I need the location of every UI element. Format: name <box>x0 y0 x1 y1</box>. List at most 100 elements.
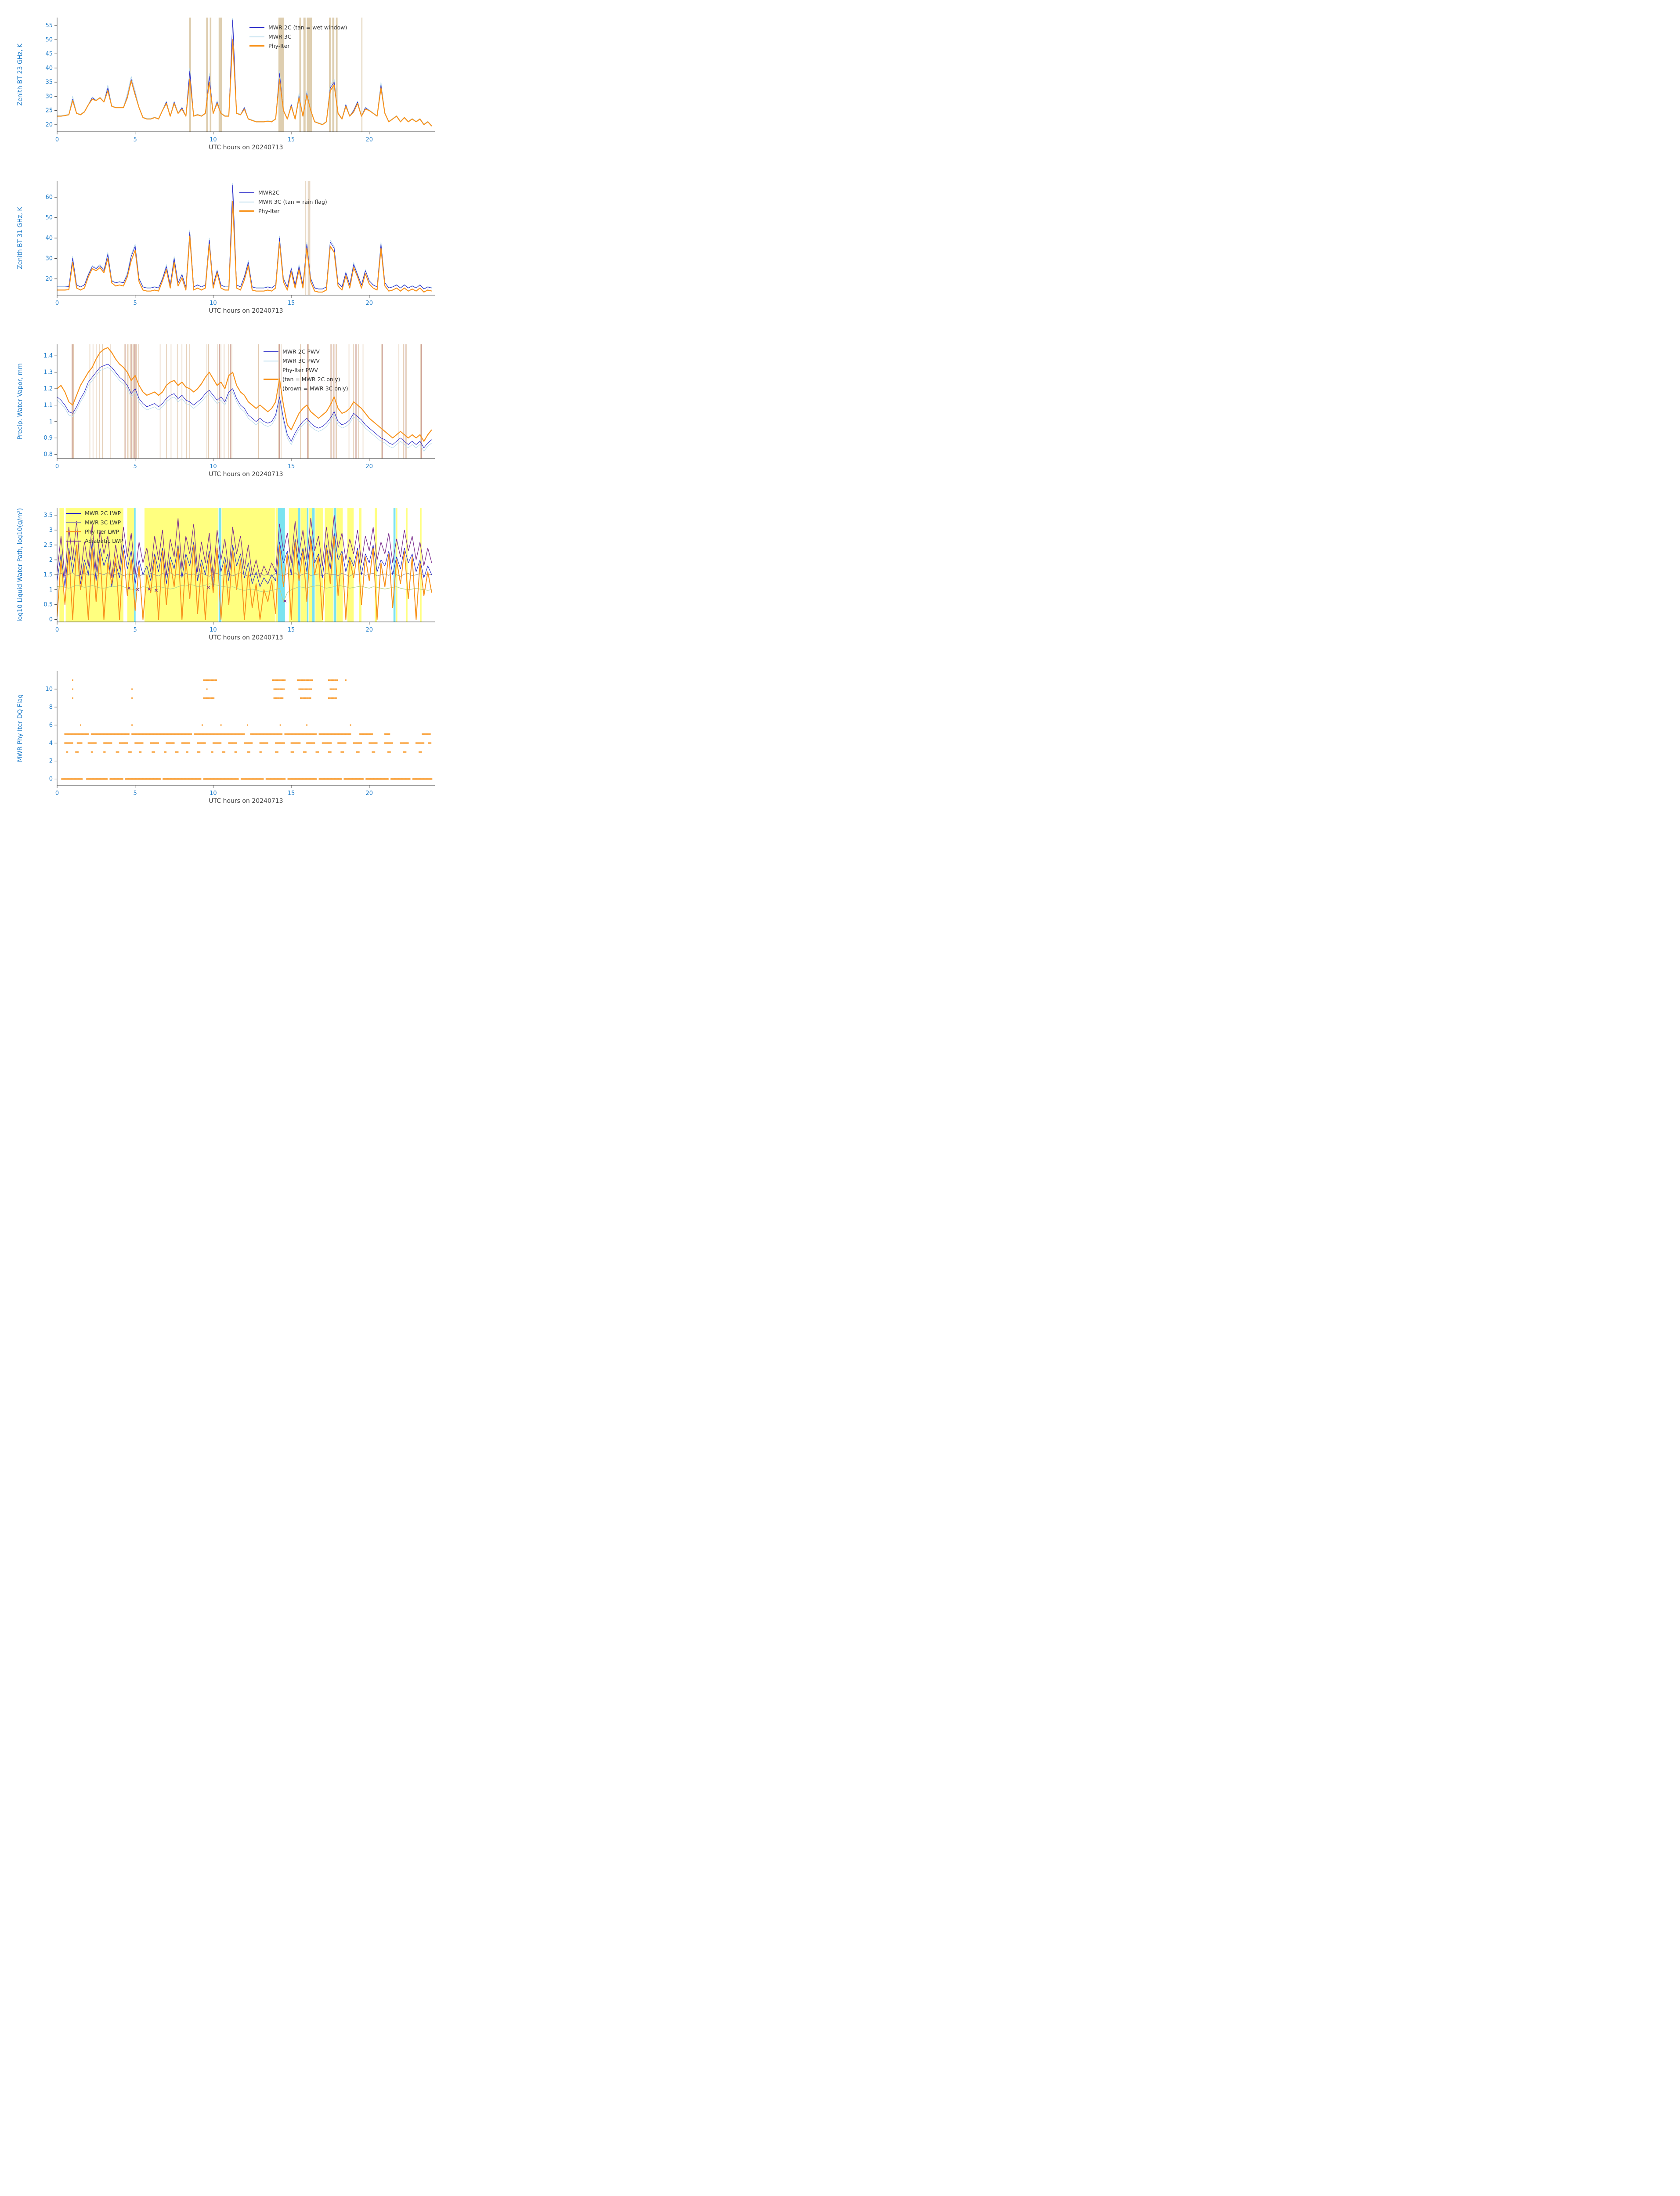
svg-text:10: 10 <box>210 790 217 797</box>
series-phy-iter-lwp <box>57 535 432 620</box>
flag-row-9 <box>72 697 337 699</box>
legend-label: Adiabatic LWP <box>85 538 123 544</box>
y-axis-label-pwv: Precip. Water Vapor, mm <box>17 363 24 440</box>
flag-row-5 <box>64 733 431 735</box>
svg-text:10: 10 <box>210 627 217 633</box>
svg-text:0: 0 <box>55 300 59 307</box>
legend: MWR 2C (tan = wet window) MWR 3C Phy-Iter <box>249 23 347 51</box>
legend-line-swatch <box>239 210 254 212</box>
mwr3c-only-brown-lines <box>72 344 422 459</box>
series-phy-iter-pwv <box>57 347 432 442</box>
series-green-trace <box>57 583 432 602</box>
y-axis-label-lwp: log10 Liquid Water Path, log10(g/m²) <box>17 508 24 622</box>
legend-entry: MWR 3C LWP <box>66 518 123 527</box>
panel-pwv: 0.8 0.9 1 1.1 1.2 1.3 1.4 0 5 10 15 20 Precip. Wate… <box>0 338 560 502</box>
svg-text:1.5: 1.5 <box>43 572 53 578</box>
svg-text:0: 0 <box>49 617 53 623</box>
svg-text:1: 1 <box>49 419 53 425</box>
svg-text:15: 15 <box>288 300 295 307</box>
svg-text:45: 45 <box>45 51 53 58</box>
tick-labels: 20 25 30 35 40 45 50 55 0 5 10 15 20 <box>45 22 373 143</box>
svg-text:20: 20 <box>365 463 373 470</box>
svg-text:6: 6 <box>49 722 53 729</box>
svg-text:4: 4 <box>49 740 53 747</box>
series-adiabatic-lwp <box>57 515 432 578</box>
x-marker <box>283 599 287 603</box>
lwp-plot: 0 0.5 1 1.5 2 2.5 3 3.5 0 5 10 15 20 <box>43 508 435 633</box>
svg-text:20: 20 <box>365 300 373 307</box>
x-marker <box>155 589 158 592</box>
legend-entry: MWR 3C (tan = rain flag) <box>239 197 327 206</box>
legend-label: Phy-Iter PWV <box>282 367 318 373</box>
flag-row-4 <box>64 742 432 744</box>
svg-text:10: 10 <box>210 463 217 470</box>
legend-line-swatch <box>264 379 278 380</box>
flag-row-3 <box>65 751 422 753</box>
legend-label: MWR2C <box>258 189 280 196</box>
panel-dq-flag: 0 2 4 6 8 10 0 5 10 15 20 MWR Phy Iter DQ Flag UTC… <box>0 665 560 828</box>
y-axis-label-bt23: Zenith BT 23 GHz, K <box>17 43 24 106</box>
series-mwr-2c <box>57 184 432 289</box>
legend-label: Phy-Iter <box>258 208 280 214</box>
series-mwr-3c-pwv <box>57 367 432 451</box>
svg-text:0: 0 <box>55 790 59 797</box>
legend-entry: (tan = MWR 2C only) <box>264 375 348 384</box>
svg-text:3: 3 <box>49 527 53 534</box>
svg-text:20: 20 <box>45 122 53 128</box>
svg-text:2: 2 <box>49 758 53 765</box>
legend-line-swatch <box>264 351 278 352</box>
svg-text:0.9: 0.9 <box>43 435 53 441</box>
svg-text:35: 35 <box>45 79 53 86</box>
legend: MWR 2C PWV MWR 3C PWV Phy-Iter PWV (tan = M… <box>264 347 348 393</box>
legend-entry: (brown = MWR 3C only) <box>264 384 348 393</box>
series-mwr-2c-pwv <box>57 364 432 448</box>
flag-row-6 <box>79 724 351 726</box>
x-axis-label: UTC hours on 20240713 <box>209 798 283 805</box>
axes <box>57 344 435 459</box>
legend: MWR2C MWR 3C (tan = rain flag) Phy-Iter <box>239 188 327 216</box>
axes <box>57 671 435 786</box>
tick-labels: 0 2 4 6 8 10 0 5 10 15 20 <box>45 686 373 797</box>
legend-label: MWR 3C PWV <box>282 358 320 364</box>
svg-text:15: 15 <box>288 137 295 143</box>
svg-text:15: 15 <box>288 463 295 470</box>
series-mwr-2c-lwp <box>57 533 432 587</box>
svg-text:25: 25 <box>45 108 53 114</box>
svg-text:5: 5 <box>134 137 137 143</box>
svg-text:20: 20 <box>365 137 373 143</box>
x-marker <box>136 588 139 592</box>
svg-text:0: 0 <box>49 776 53 783</box>
tick-labels: 0.8 0.9 1 1.1 1.2 1.3 1.4 0 5 10 15 20 <box>43 353 373 470</box>
legend-line-swatch <box>249 36 264 37</box>
svg-text:10: 10 <box>210 137 217 143</box>
legend-entry: Phy-Iter <box>239 206 327 216</box>
svg-text:15: 15 <box>288 790 295 797</box>
tick-labels: 20 30 40 50 60 0 5 10 15 20 <box>45 194 373 307</box>
svg-text:30: 30 <box>45 93 53 100</box>
svg-text:60: 60 <box>45 194 53 201</box>
series-phy-iter <box>57 201 432 293</box>
legend-entry: MWR 3C <box>249 32 347 41</box>
legend-line-swatch <box>66 513 81 514</box>
svg-text:10: 10 <box>210 300 217 307</box>
rain-flag-bands <box>305 181 311 295</box>
flag-row-0 <box>61 778 433 780</box>
flag-row-11 <box>72 679 347 681</box>
legend: MWR 2C LWP MWR 3C LWP Phy-Iter LWP Adiabati… <box>66 509 123 545</box>
svg-text:1.2: 1.2 <box>43 386 53 392</box>
svg-text:10: 10 <box>45 686 53 693</box>
axes <box>57 508 435 622</box>
svg-text:5: 5 <box>134 790 137 797</box>
svg-text:15: 15 <box>288 627 295 633</box>
legend-entry: MWR 2C (tan = wet window) <box>249 23 347 32</box>
legend-line-swatch <box>249 27 264 28</box>
legend-entry: MWR2C <box>239 188 327 197</box>
svg-text:40: 40 <box>45 235 53 242</box>
legend-line-swatch <box>66 522 81 523</box>
bt23-plot: 20 25 30 35 40 45 50 55 0 5 10 15 20 <box>45 18 435 143</box>
legend-line-swatch <box>249 45 264 47</box>
legend-line-swatch <box>239 192 254 193</box>
legend-label: Phy-Iter <box>268 43 290 49</box>
panel-zenith-bt-31: 20 30 40 50 60 0 5 10 15 20 Zenith BT 31 GHz, K U… <box>0 175 560 338</box>
svg-text:50: 50 <box>45 36 53 43</box>
